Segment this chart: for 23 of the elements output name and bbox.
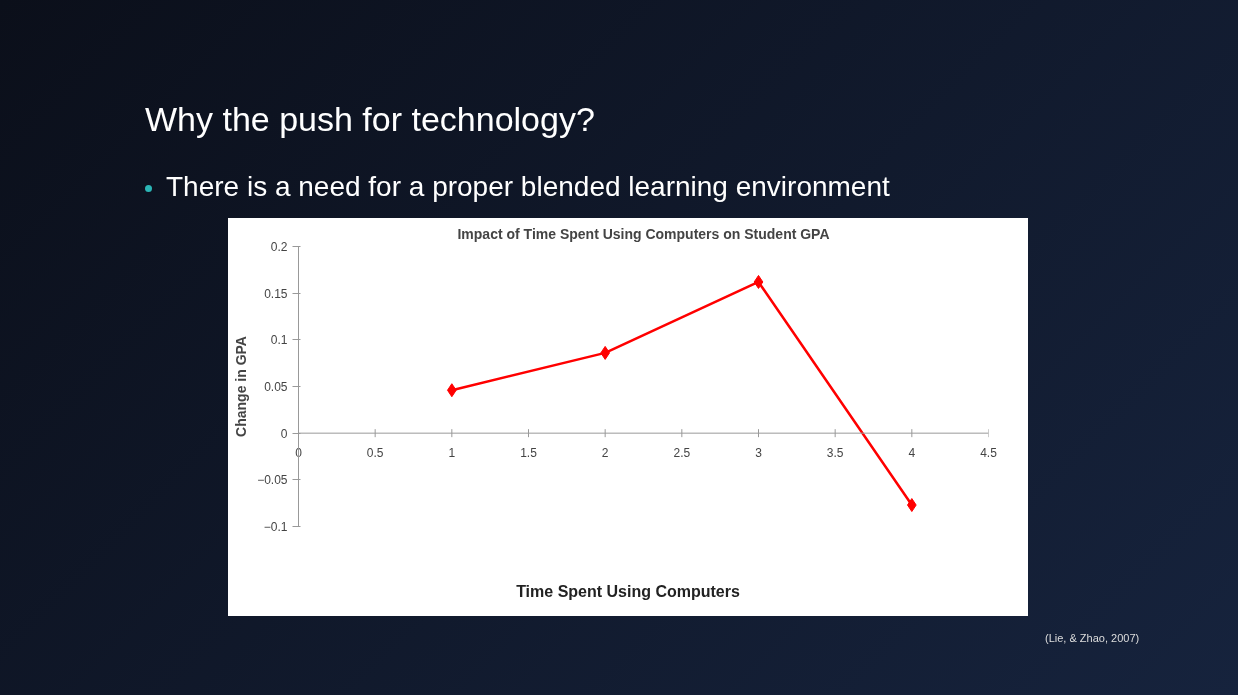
y-tick-label: 0.05 bbox=[264, 379, 288, 394]
x-tick-label: 4 bbox=[908, 445, 916, 460]
x-tick-label: 3 bbox=[755, 445, 763, 460]
y-tick-label: 0.2 bbox=[270, 239, 288, 254]
y-tick-label: −0.05 bbox=[257, 472, 288, 487]
x-tick-label: 1 bbox=[448, 445, 456, 460]
x-tick-label: 0.5 bbox=[366, 445, 384, 460]
y-axis-title: Change in GPA bbox=[233, 335, 250, 437]
x-tick-label: 2 bbox=[601, 445, 609, 460]
x-tick-label: 2.5 bbox=[673, 445, 691, 460]
x-tick-label: 3.5 bbox=[826, 445, 844, 460]
point bbox=[753, 274, 764, 289]
text: There is a need for a proper blended learning environment bbox=[165, 169, 890, 204]
text: (Lie, & Zhao, 2007) bbox=[1045, 631, 1140, 647]
y-tick-label: −0.1 bbox=[263, 519, 288, 534]
x-tick-label: 4.5 bbox=[980, 445, 998, 460]
chart-title: Impact of Time Spent Using Computers on Student GPA bbox=[457, 225, 830, 242]
y-tick-label: 0.15 bbox=[264, 286, 288, 301]
x-axis-title: Time Spent Using Computers bbox=[516, 581, 740, 602]
text: Why the push for technology? bbox=[145, 99, 595, 140]
y-tick-label: 0.1 bbox=[270, 332, 288, 347]
y-tick-label: 0 bbox=[280, 426, 288, 441]
x-tick-label: 1.5 bbox=[520, 445, 538, 460]
